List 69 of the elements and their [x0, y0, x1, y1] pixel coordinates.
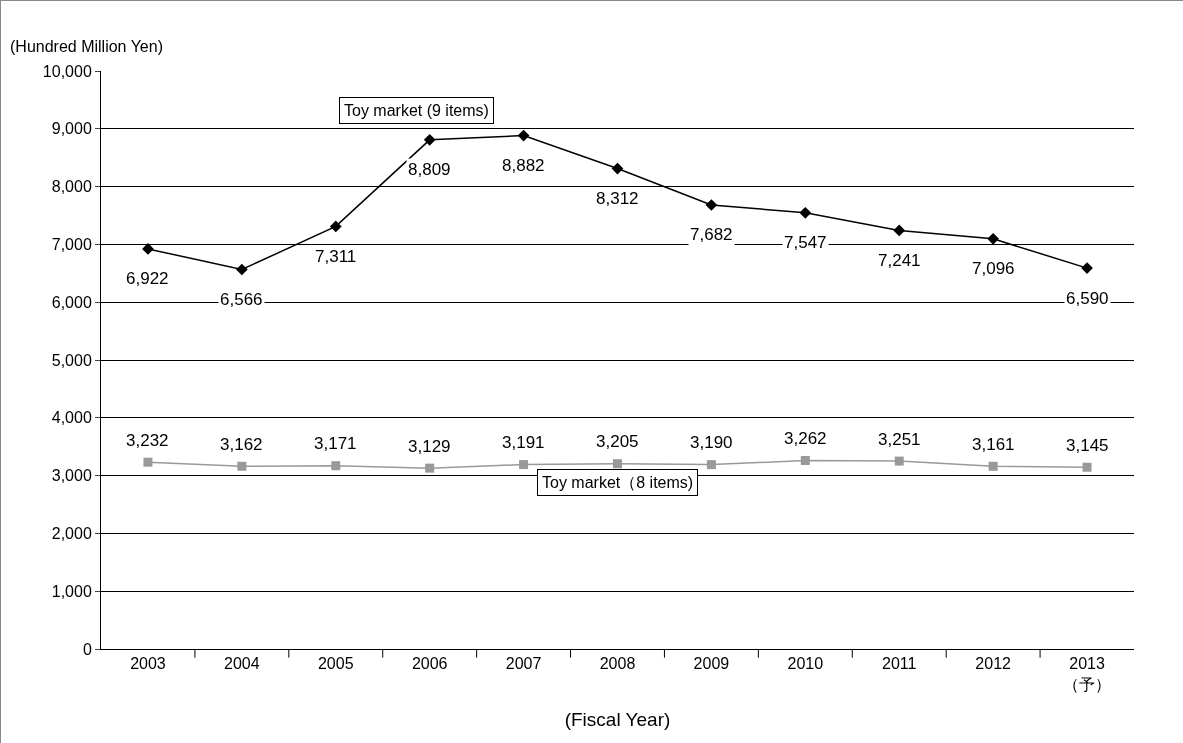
x-tick-label: 2004 [224, 655, 260, 673]
point [143, 457, 153, 467]
data-label: 3,205 [596, 432, 639, 451]
y-tick-label: 1,000 [51, 582, 92, 600]
point [706, 460, 716, 470]
data-label: 3,191 [502, 433, 545, 452]
point [331, 461, 341, 471]
data-label: 6,922 [126, 269, 169, 288]
data-label: 7,311 [315, 247, 357, 266]
x-tick-label: 2003 [130, 655, 166, 673]
y-tick-label: 10,000 [42, 62, 92, 80]
data-label: 7,241 [878, 251, 921, 270]
x-tick-label: 2010 [787, 655, 824, 673]
point [611, 162, 624, 175]
point [423, 133, 436, 146]
data-label: 3,262 [784, 429, 827, 448]
point [425, 463, 435, 473]
x-tick-label: 2007 [505, 655, 542, 673]
point [329, 220, 342, 233]
y-tick-label: 7,000 [51, 236, 92, 253]
y-tick-label: 4,000 [51, 409, 92, 427]
x-axis-title: (Fiscal Year) [564, 708, 671, 730]
point [893, 224, 906, 237]
x-tick-label: 2008 [599, 655, 636, 673]
data-label: 7,682 [690, 225, 733, 244]
point [519, 460, 529, 470]
y-tick-label: 0 [82, 640, 92, 658]
data-label: 8,312 [596, 189, 639, 208]
y-tick-label: 3,000 [51, 467, 92, 485]
data-label: 3,145 [1066, 436, 1109, 455]
y-tick-label: 8,000 [51, 178, 92, 196]
point [1082, 462, 1092, 472]
data-label: 3,251 [878, 430, 921, 449]
data-label: 3,232 [126, 431, 169, 450]
data-label: 8,809 [408, 160, 451, 179]
data-label: 7,096 [972, 259, 1015, 278]
series-label: Toy market（8 items) [542, 474, 694, 491]
point [142, 243, 154, 255]
data-label: 3,171 [314, 434, 357, 453]
point [799, 206, 812, 219]
point [237, 461, 247, 471]
y-tick-label: 5,000 [51, 351, 92, 369]
point [894, 456, 904, 466]
x-tick-label: 2011 [882, 655, 917, 673]
data-label: 8,882 [502, 156, 545, 175]
y-tick-label: 9,000 [51, 120, 92, 138]
point [613, 459, 622, 469]
y-axis-title: (Hundred Million Yen) [10, 38, 163, 55]
data-label: 3,129 [408, 437, 451, 456]
series-label: Toy market (9 items) [344, 102, 489, 119]
point [800, 455, 810, 465]
data-label: 6,590 [1066, 289, 1109, 308]
point [987, 233, 999, 245]
y-tick-label: 6,000 [51, 293, 92, 311]
point [517, 129, 530, 142]
point [705, 199, 718, 211]
point [988, 461, 998, 471]
y-tick-label: 2,000 [51, 525, 92, 542]
data-label: 7,547 [784, 233, 827, 252]
x-tick-label: 2006 [411, 655, 448, 673]
x-tick-label: 2005 [317, 655, 354, 673]
x-tick-label: 2012 [975, 655, 1012, 673]
x-tick-label: 2013 （予） [1063, 655, 1112, 693]
data-label: 6,566 [220, 290, 263, 309]
data-label: 3,161 [972, 435, 1015, 454]
data-label: 3,162 [220, 435, 263, 454]
x-tick-label: 2009 [693, 655, 730, 673]
point [236, 263, 248, 276]
data-label: 3,190 [690, 433, 733, 452]
